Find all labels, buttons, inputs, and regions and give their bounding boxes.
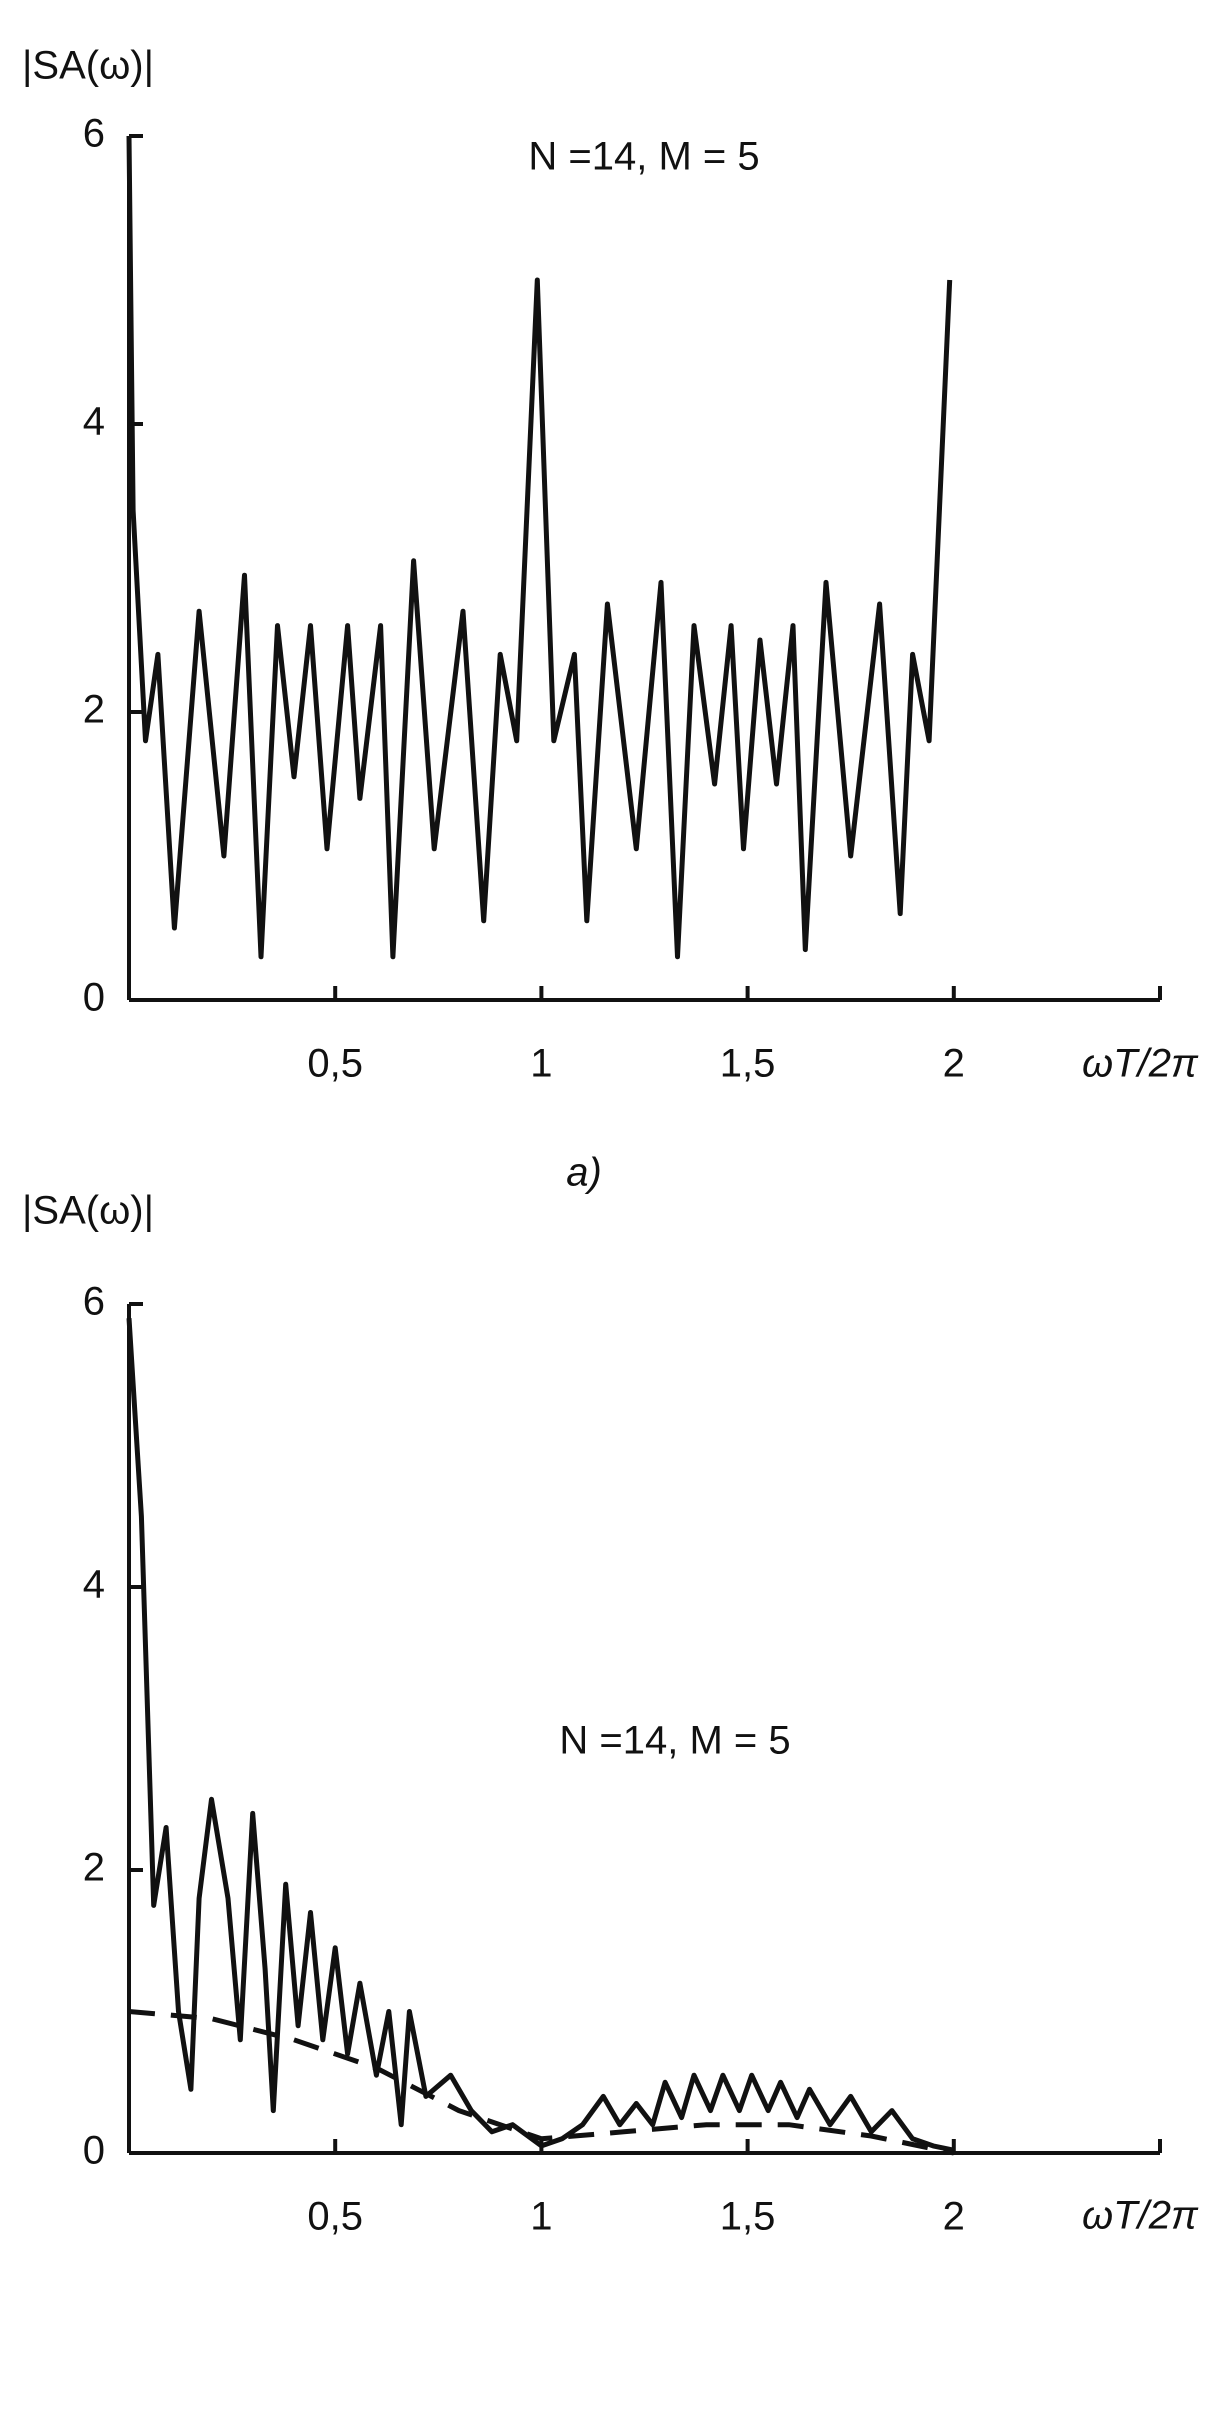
y-tick-label: 0: [83, 2129, 105, 2173]
line-series: [128, 2009, 955, 2156]
line-series: [126, 135, 953, 960]
line-series: [126, 1318, 955, 2153]
x-tick-label: 1,5: [720, 1042, 776, 1086]
x-axis-label: ωT/2π: [1082, 2194, 1199, 2238]
annotation: N =14, M = 5: [559, 1719, 790, 1763]
y-tick-label: 6: [83, 1280, 105, 1324]
x-tick-label: 1: [530, 1042, 552, 1086]
x-tick-label: 0,5: [307, 2195, 363, 2239]
y-axis-label: |SA(ω)|: [22, 44, 154, 88]
x-tick-label: 0,5: [307, 1042, 363, 1086]
x-tick-label: 2: [943, 2195, 965, 2239]
y-tick-label: 6: [83, 112, 105, 156]
y-tick-label: 2: [83, 1846, 105, 1890]
annotation: N =14, M = 5: [528, 135, 759, 179]
x-tick-label: 2: [943, 1042, 965, 1086]
y-tick-label: 2: [83, 688, 105, 732]
y-tick-label: 4: [83, 400, 105, 444]
y-axis-label: |SA(ω)|: [22, 1189, 154, 1233]
x-tick-label: 1,5: [720, 2195, 776, 2239]
x-axis-label: ωT/2π: [1082, 1042, 1199, 1086]
caption: a): [566, 1151, 602, 1195]
x-tick-label: 1: [530, 2195, 552, 2239]
y-tick-label: 0: [83, 976, 105, 1020]
y-tick-label: 4: [83, 1563, 105, 1607]
